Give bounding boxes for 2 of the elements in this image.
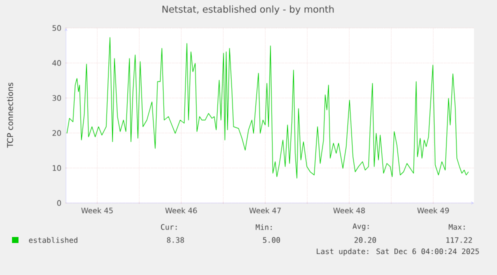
chart-title: Netstat, established only - by month [162, 5, 334, 15]
line-series [66, 37, 469, 178]
